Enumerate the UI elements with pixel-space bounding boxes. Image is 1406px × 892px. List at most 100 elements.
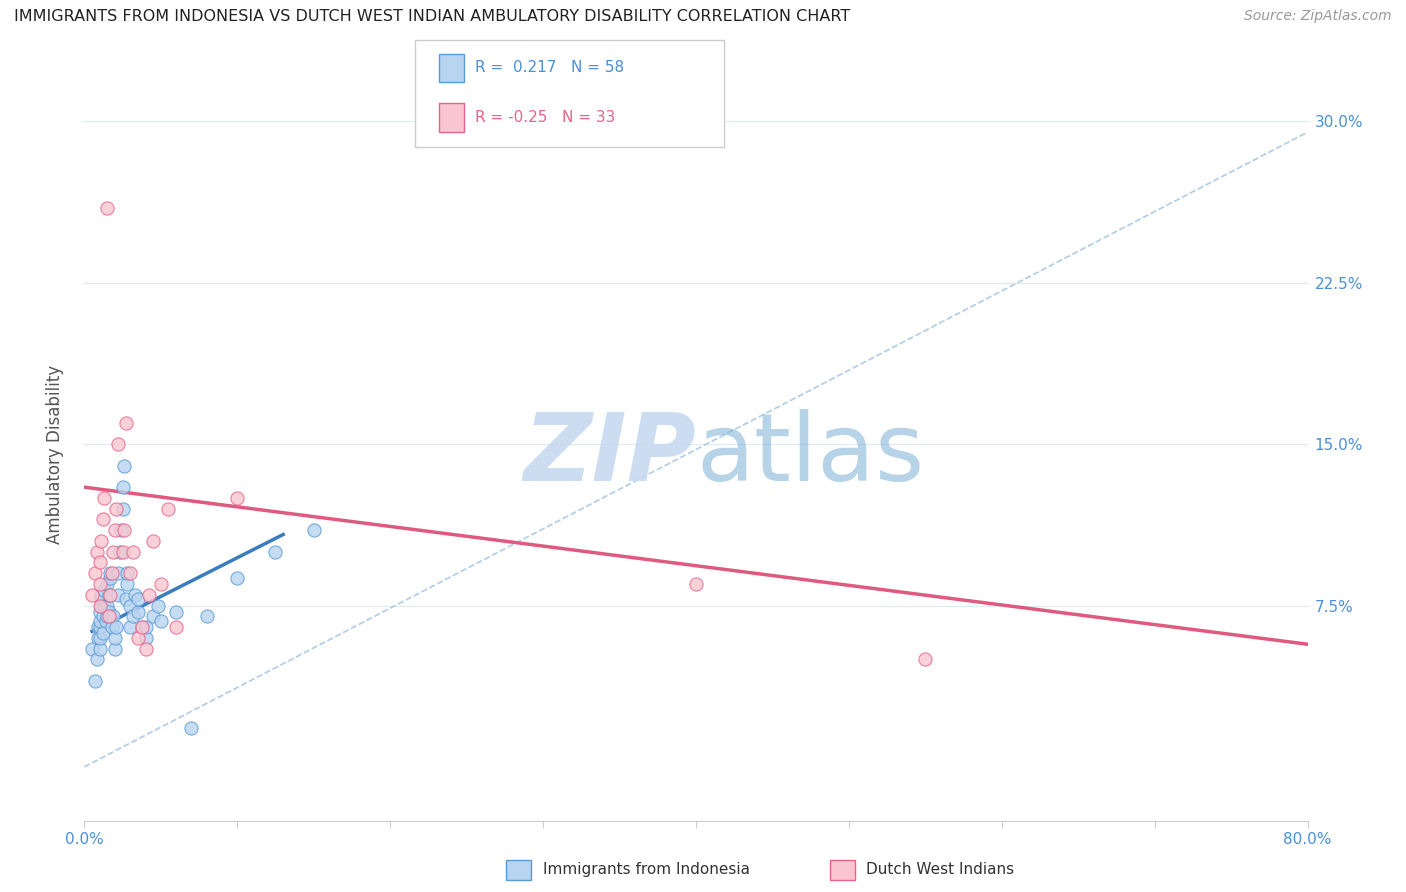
Point	[131, 620, 153, 634]
Point	[302, 523, 325, 537]
Point	[157, 501, 180, 516]
Point	[120, 566, 142, 581]
Point	[103, 545, 125, 559]
Point	[111, 480, 134, 494]
Point	[108, 545, 131, 559]
Point	[107, 588, 129, 602]
Text: atlas: atlas	[696, 409, 924, 501]
Point	[914, 652, 936, 666]
Point	[120, 620, 142, 634]
Point	[138, 588, 160, 602]
Point	[146, 599, 169, 613]
Point	[96, 599, 118, 613]
Point	[89, 631, 111, 645]
Point	[84, 566, 107, 581]
Point	[97, 609, 120, 624]
Point	[114, 416, 136, 430]
Point	[226, 491, 249, 505]
Point	[96, 201, 118, 215]
Point	[87, 620, 110, 634]
Point	[149, 577, 172, 591]
Point	[97, 588, 120, 602]
Point	[135, 631, 157, 645]
Point	[195, 609, 218, 624]
Point	[84, 673, 107, 688]
Point	[80, 641, 103, 656]
Point	[89, 556, 111, 570]
Point	[90, 588, 112, 602]
Point	[89, 641, 111, 656]
Point	[90, 592, 112, 607]
Y-axis label: Ambulatory Disability: Ambulatory Disability	[45, 366, 63, 544]
Point	[110, 523, 132, 537]
Text: ZIP: ZIP	[523, 409, 696, 501]
Point	[89, 605, 111, 619]
Point	[89, 599, 111, 613]
Text: Dutch West Indians: Dutch West Indians	[866, 863, 1014, 877]
Point	[127, 631, 149, 645]
Point	[180, 721, 202, 735]
Point	[103, 609, 125, 624]
Point	[104, 631, 127, 645]
Point	[91, 609, 114, 624]
Point	[111, 501, 134, 516]
Point	[104, 523, 127, 537]
Point	[124, 588, 146, 602]
Text: R =  0.217   N = 58: R = 0.217 N = 58	[475, 61, 624, 75]
Point	[91, 512, 114, 526]
Point	[135, 641, 157, 656]
Point	[91, 626, 114, 640]
Text: Immigrants from Indonesia: Immigrants from Indonesia	[543, 863, 749, 877]
Point	[135, 620, 157, 634]
Point	[115, 577, 138, 591]
Point	[165, 605, 187, 619]
Point	[86, 545, 108, 559]
Point	[93, 599, 115, 613]
Point	[96, 609, 118, 624]
Point	[127, 592, 149, 607]
Point	[120, 599, 142, 613]
Point	[114, 592, 136, 607]
Point	[89, 577, 111, 591]
Point	[98, 588, 121, 602]
Point	[122, 545, 145, 559]
Point	[112, 523, 135, 537]
Point	[115, 566, 138, 581]
Point	[98, 570, 121, 584]
Point	[97, 605, 120, 619]
Point	[112, 458, 135, 473]
Point	[226, 570, 249, 584]
Point	[90, 533, 112, 548]
Point	[122, 609, 145, 624]
Point	[105, 620, 128, 634]
Point	[98, 566, 121, 581]
Point	[93, 491, 115, 505]
Point	[127, 605, 149, 619]
Point	[131, 620, 153, 634]
Point	[111, 545, 134, 559]
Text: Source: ZipAtlas.com: Source: ZipAtlas.com	[1244, 9, 1392, 23]
Text: IMMIGRANTS FROM INDONESIA VS DUTCH WEST INDIAN AMBULATORY DISABILITY CORRELATION: IMMIGRANTS FROM INDONESIA VS DUTCH WEST …	[14, 9, 851, 24]
Point	[101, 620, 124, 634]
Point	[264, 545, 287, 559]
Point	[142, 533, 165, 548]
Point	[90, 599, 112, 613]
Point	[105, 501, 128, 516]
Point	[94, 614, 117, 628]
Point	[104, 641, 127, 656]
Point	[101, 566, 124, 581]
Point	[93, 583, 115, 598]
Point	[107, 566, 129, 581]
Point	[107, 437, 129, 451]
Point	[86, 652, 108, 666]
Point	[149, 614, 172, 628]
Point	[96, 577, 118, 591]
Point	[89, 614, 111, 628]
Point	[89, 620, 111, 634]
Point	[87, 631, 110, 645]
Text: R = -0.25   N = 33: R = -0.25 N = 33	[475, 111, 616, 125]
Point	[80, 588, 103, 602]
Point	[685, 577, 707, 591]
Point	[142, 609, 165, 624]
Point	[165, 620, 187, 634]
